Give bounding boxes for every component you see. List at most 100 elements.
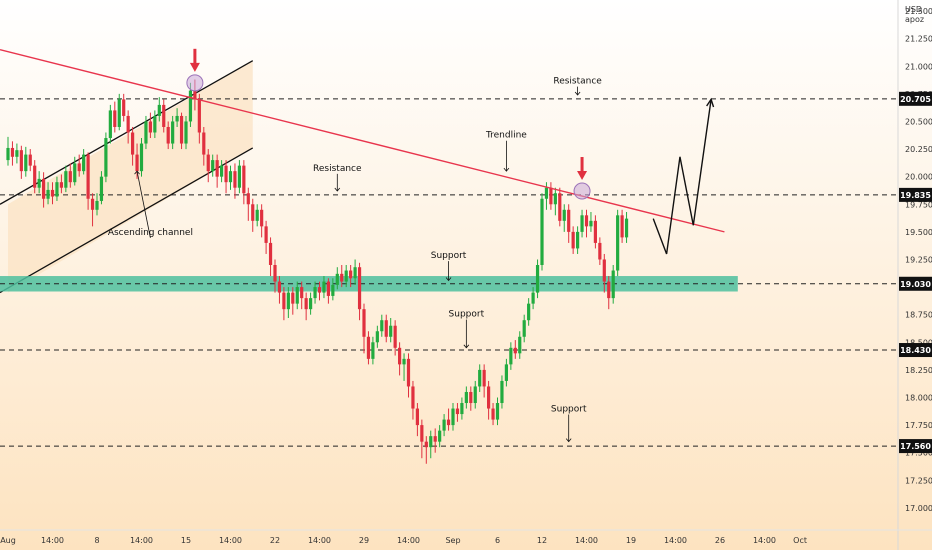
candle xyxy=(313,281,317,304)
candle xyxy=(148,112,152,139)
time-axis[interactable]: Aug 14:00 8 14:00 15 14:00 22 14:00 29 14:00 Sep 6 1… xyxy=(0,536,807,545)
candle-body xyxy=(175,115,179,122)
down-arrow-head xyxy=(189,62,200,72)
x-tick-label: 14:00 xyxy=(397,536,420,545)
candle-body xyxy=(286,292,290,310)
candle xyxy=(33,160,37,194)
annotation-pointer-head xyxy=(334,187,341,192)
y-tick-label: 21.250 xyxy=(905,35,932,44)
candle-body xyxy=(224,165,228,183)
candle xyxy=(175,108,179,127)
candle xyxy=(215,154,219,188)
candle xyxy=(442,414,446,437)
candle xyxy=(15,143,19,164)
x-tick-label: 14:00 xyxy=(41,536,64,545)
candle-body xyxy=(593,220,597,243)
candle-body xyxy=(482,369,486,387)
candle-body xyxy=(380,320,384,332)
candle xyxy=(300,281,304,310)
y-tick-label: 18.500 xyxy=(905,338,932,347)
x-tick-label: 15 xyxy=(181,536,191,545)
candle xyxy=(184,115,188,150)
candle xyxy=(420,419,424,459)
candle xyxy=(211,154,215,177)
candle xyxy=(77,154,81,177)
candle-body xyxy=(469,391,473,404)
touch-marker xyxy=(186,48,204,92)
candle xyxy=(424,436,428,464)
annotation-label: Resistance xyxy=(553,77,602,87)
candle xyxy=(362,303,366,354)
candle-body xyxy=(322,281,326,293)
x-tick-label: 22 xyxy=(270,536,280,545)
candle xyxy=(304,292,308,321)
projection-arrowhead xyxy=(706,97,715,108)
candle-body xyxy=(366,336,371,359)
candle xyxy=(291,287,295,315)
candles xyxy=(6,79,629,464)
price-axis[interactable]: USD apoz 21.50021.25021.00020.75020.5002… xyxy=(899,5,932,513)
candle-body xyxy=(478,369,482,387)
candle xyxy=(246,187,250,221)
candle-body xyxy=(282,292,286,310)
candle xyxy=(460,397,464,420)
candle-body xyxy=(179,115,184,144)
candle-body xyxy=(598,242,602,260)
candle-body xyxy=(19,150,23,172)
candle-body xyxy=(513,347,517,354)
candle-body xyxy=(504,364,508,381)
candle xyxy=(478,364,482,392)
candle-body xyxy=(157,104,161,116)
candle-body xyxy=(215,160,219,177)
candle xyxy=(340,265,344,288)
candle xyxy=(317,281,322,301)
candle xyxy=(464,386,468,409)
candle xyxy=(402,353,406,381)
candle xyxy=(616,209,620,277)
candle xyxy=(487,380,491,420)
candle-body xyxy=(349,270,353,279)
candle xyxy=(242,160,246,205)
candle xyxy=(46,182,50,205)
candle-body xyxy=(500,380,504,404)
candle-body xyxy=(242,165,246,194)
candle-body xyxy=(135,154,139,172)
plot-area[interactable]: Resistance Trendline Resistance Ascending c… xyxy=(0,48,898,464)
candle-body xyxy=(171,121,175,144)
candle xyxy=(393,320,397,356)
candle xyxy=(228,165,233,190)
candle-body xyxy=(10,147,15,157)
price-tag-bg xyxy=(899,276,932,291)
candle-body xyxy=(584,215,589,227)
candle xyxy=(50,182,55,205)
candle-body xyxy=(335,273,339,285)
candle xyxy=(451,403,455,431)
candle xyxy=(220,160,224,183)
candle-body xyxy=(553,193,557,205)
candle xyxy=(540,193,544,271)
candle-body xyxy=(251,204,255,221)
candle-body xyxy=(220,165,224,177)
candle-body xyxy=(246,193,250,205)
candle-body xyxy=(188,90,193,122)
candle xyxy=(6,136,10,166)
candle xyxy=(126,110,130,144)
candle xyxy=(10,141,15,166)
candle-body xyxy=(607,281,611,299)
candle-body xyxy=(37,178,41,188)
y-tick-label: 19.750 xyxy=(905,200,932,209)
markers xyxy=(186,48,591,200)
candle xyxy=(429,430,433,459)
x-tick-label: Oct xyxy=(793,536,807,545)
price-tag: 17.560 xyxy=(899,439,932,454)
unit-label: apoz xyxy=(905,15,924,24)
touch-circle xyxy=(186,74,204,92)
candle-body xyxy=(357,267,362,310)
candle-body xyxy=(527,303,531,321)
candle-body xyxy=(277,281,282,293)
candle xyxy=(277,276,282,304)
candle xyxy=(513,340,517,359)
candle-body xyxy=(46,189,50,199)
support-zone xyxy=(0,276,738,292)
